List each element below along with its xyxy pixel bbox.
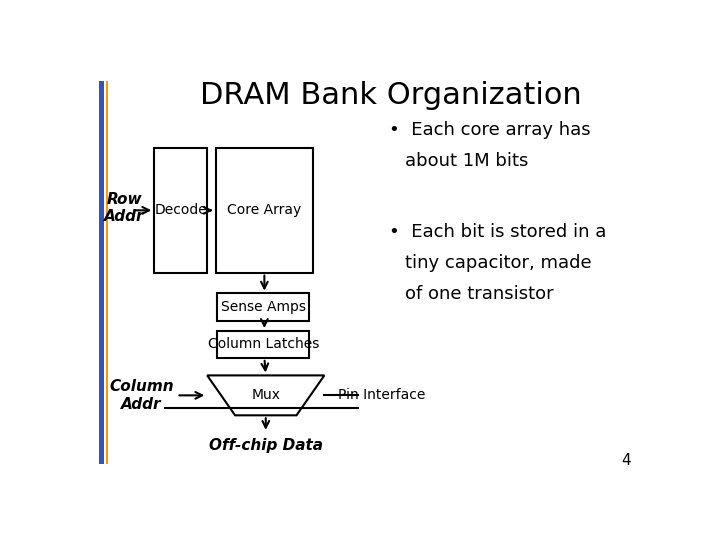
Text: about 1M bits: about 1M bits	[405, 152, 528, 170]
Text: Decode: Decode	[154, 204, 207, 217]
Text: Core Array: Core Array	[228, 204, 302, 217]
Text: of one transistor: of one transistor	[405, 285, 554, 303]
Text: Pin Interface: Pin Interface	[338, 388, 426, 402]
Text: DRAM Bank Organization: DRAM Bank Organization	[200, 82, 582, 111]
Text: tiny capacitor, made: tiny capacitor, made	[405, 254, 592, 272]
Text: Mux: Mux	[251, 388, 280, 402]
Text: •  Each core array has: • Each core array has	[389, 121, 590, 139]
Text: Column Latches: Column Latches	[207, 338, 319, 352]
Polygon shape	[207, 375, 324, 415]
Bar	[215, 148, 313, 273]
Text: •  Each bit is stored in a: • Each bit is stored in a	[389, 223, 606, 241]
Bar	[217, 331, 310, 358]
Bar	[99, 82, 104, 464]
Text: Sense Amps: Sense Amps	[221, 300, 306, 314]
Text: 4: 4	[621, 453, 631, 468]
Bar	[154, 148, 207, 273]
Bar	[217, 294, 310, 321]
Text: Off-chip Data: Off-chip Data	[209, 438, 323, 453]
Text: Column
Addr: Column Addr	[109, 379, 174, 411]
Bar	[106, 82, 109, 464]
Text: Row
Addr: Row Addr	[104, 192, 145, 225]
